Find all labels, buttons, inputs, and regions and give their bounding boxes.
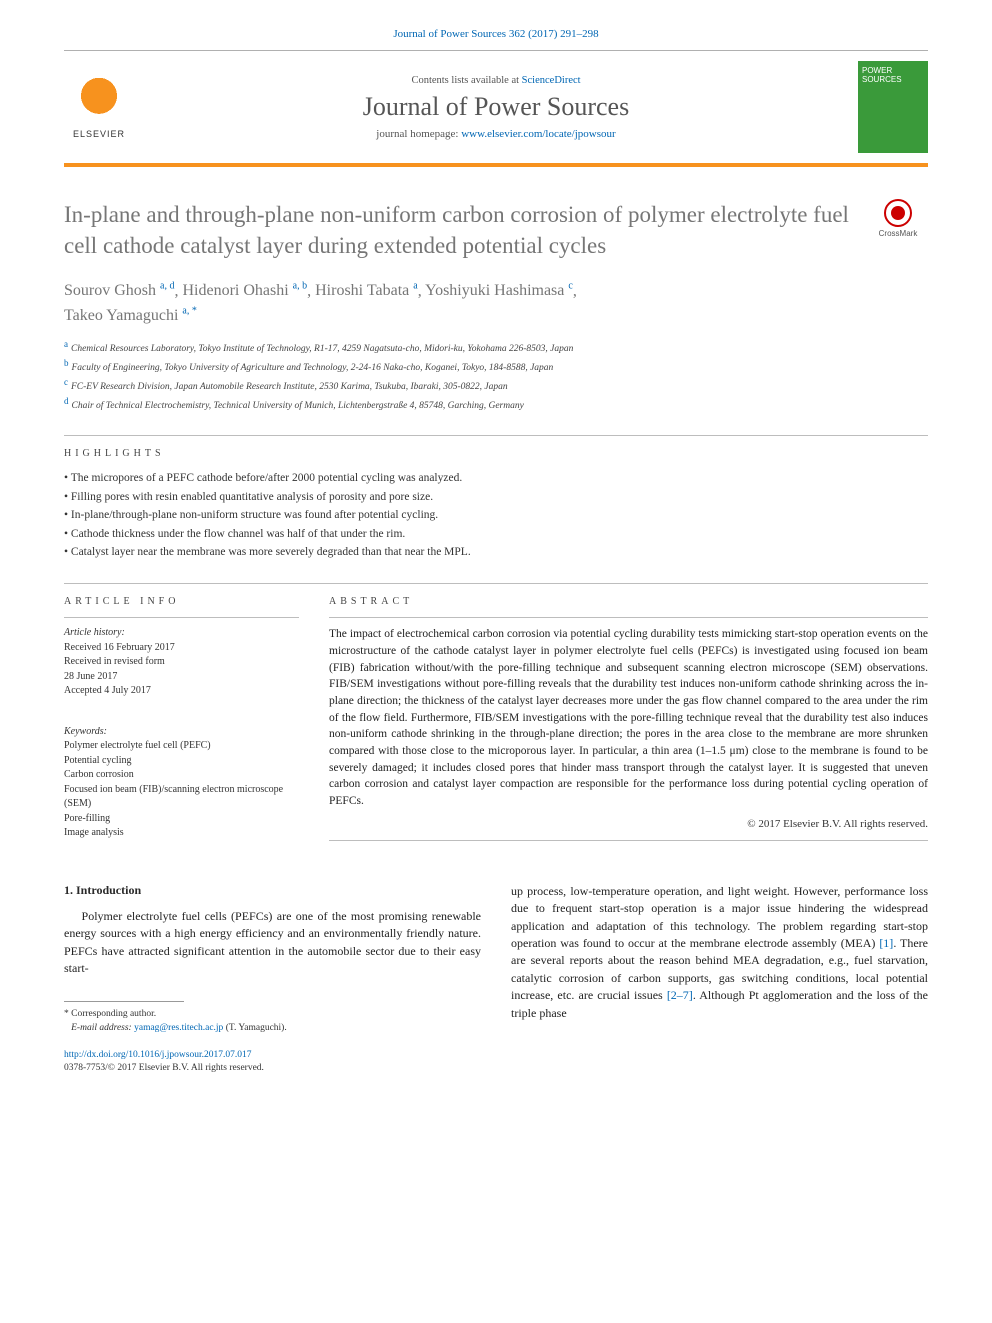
author-affil-sup: a [413, 281, 417, 292]
author-list: Sourov Ghosh a, d, Hidenori Ohashi a, b,… [64, 279, 928, 328]
doi-link[interactable]: http://dx.doi.org/10.1016/j.jpowsour.201… [64, 1050, 251, 1060]
highlights-heading: HIGHLIGHTS [64, 448, 928, 459]
author-name: Hiroshi Tabata [315, 282, 409, 299]
body-text-span: up process, low-temperature operation, a… [511, 884, 928, 950]
abstract-heading: ABSTRACT [329, 596, 928, 607]
corresponding-email[interactable]: yamag@res.titech.ac.jp [134, 1023, 223, 1033]
corresponding-footnote: * Corresponding author. [64, 1008, 481, 1021]
highlights-list: The micropores of a PEFC cathode before/… [64, 469, 928, 561]
affiliation-list: aChemical Resources Laboratory, Tokyo In… [64, 338, 928, 414]
email-footnote: E-mail address: yamag@res.titech.ac.jp (… [64, 1022, 481, 1035]
author: Hiroshi Tabata a [315, 282, 418, 299]
history-label: Article history: [64, 626, 299, 641]
journal-name: Journal of Power Sources [150, 92, 842, 122]
citation-ref[interactable]: [1] [879, 936, 893, 950]
contents-line: Contents lists available at ScienceDirec… [150, 75, 842, 86]
divider [64, 435, 928, 436]
affil-text: FC-EV Research Division, Japan Automobil… [71, 382, 508, 392]
article-info-column: ARTICLE INFO Article history: Received 1… [64, 596, 299, 841]
highlight-item: In-plane/through-plane non-uniform struc… [64, 506, 928, 524]
affil-text: Chair of Technical Electrochemistry, Tec… [72, 401, 524, 411]
author-affil-sup: a, * [182, 305, 196, 316]
abstract-copyright: © 2017 Elsevier B.V. All rights reserved… [329, 818, 928, 830]
author-name: Sourov Ghosh [64, 282, 156, 299]
body-paragraph: Polymer electrolyte fuel cells (PEFCs) a… [64, 908, 481, 978]
article-title: In-plane and through-plane non-uniform c… [64, 199, 852, 261]
history-line: Accepted 4 July 2017 [64, 684, 299, 699]
footer-block: http://dx.doi.org/10.1016/j.jpowsour.201… [64, 1049, 928, 1076]
divider [329, 840, 928, 841]
divider [64, 583, 928, 584]
homepage-url[interactable]: www.elsevier.com/locate/jpowsour [461, 128, 615, 140]
email-label: E-mail address: [71, 1023, 134, 1033]
author: Yoshiyuki Hashimasa c [425, 282, 573, 299]
homepage-line: journal homepage: www.elsevier.com/locat… [150, 128, 842, 140]
abstract-text: The impact of electrochemical carbon cor… [329, 626, 928, 809]
citation-ref[interactable]: [2–7] [667, 988, 693, 1002]
crossmark-icon [884, 199, 912, 227]
footnote-separator [64, 1001, 184, 1002]
top-citation: Journal of Power Sources 362 (2017) 291–… [64, 28, 928, 40]
highlight-item: Cathode thickness under the flow channel… [64, 525, 928, 543]
sciencedirect-link[interactable]: ScienceDirect [522, 75, 581, 86]
abstract-column: ABSTRACT The impact of electrochemical c… [329, 596, 928, 841]
elsevier-tree-icon [73, 75, 125, 127]
body-paragraph: up process, low-temperature operation, a… [511, 883, 928, 1022]
elsevier-logo: ELSEVIER [64, 61, 134, 153]
keyword: Focused ion beam (FIB)/scanning electron… [64, 783, 299, 812]
affil-label: c [64, 377, 68, 387]
email-suffix: (T. Yamaguchi). [223, 1023, 286, 1033]
body-column-right: up process, low-temperature operation, a… [511, 883, 928, 1035]
contents-prefix: Contents lists available at [411, 75, 521, 86]
homepage-prefix: journal homepage: [376, 128, 461, 140]
journal-banner: ELSEVIER Contents lists available at Sci… [64, 50, 928, 167]
article-info-heading: ARTICLE INFO [64, 596, 299, 607]
highlight-item: Catalyst layer near the membrane was mor… [64, 543, 928, 561]
author-name: Takeo Yamaguchi [64, 307, 178, 324]
section-heading: 1. Introduction [64, 883, 481, 898]
banner-center: Contents lists available at ScienceDirec… [150, 61, 842, 153]
highlight-item: Filling pores with resin enabled quantit… [64, 488, 928, 506]
body-text-span: Polymer electrolyte fuel cells (PEFCs) a… [64, 909, 481, 975]
author: Hidenori Ohashi a, b [182, 282, 307, 299]
affiliation: dChair of Technical Electrochemistry, Te… [64, 395, 928, 414]
divider [64, 617, 299, 618]
history-line: 28 June 2017 [64, 670, 299, 685]
body-columns: 1. Introduction Polymer electrolyte fuel… [64, 883, 928, 1035]
history-line: Received 16 February 2017 [64, 641, 299, 656]
author-name: Yoshiyuki Hashimasa [425, 282, 564, 299]
affil-label: a [64, 339, 68, 349]
author: Takeo Yamaguchi a, * [64, 307, 197, 324]
author-affil-sup: a, d [160, 281, 174, 292]
affil-text: Faculty of Engineering, Tokyo University… [72, 363, 554, 373]
affil-label: d [64, 396, 69, 406]
author-name: Hidenori Ohashi [182, 282, 288, 299]
keyword: Potential cycling [64, 754, 299, 769]
elsevier-wordmark: ELSEVIER [73, 129, 125, 139]
affiliation: bFaculty of Engineering, Tokyo Universit… [64, 357, 928, 376]
affiliation: aChemical Resources Laboratory, Tokyo In… [64, 338, 928, 357]
article-history: Article history: Received 16 February 20… [64, 626, 299, 699]
affil-text: Chemical Resources Laboratory, Tokyo Ins… [71, 344, 573, 354]
keyword: Polymer electrolyte fuel cell (PEFC) [64, 739, 299, 754]
affiliation: cFC-EV Research Division, Japan Automobi… [64, 376, 928, 395]
keywords-block: Keywords: Polymer electrolyte fuel cell … [64, 725, 299, 841]
author: Sourov Ghosh a, d [64, 282, 174, 299]
crossmark-badge[interactable]: CrossMark [868, 199, 928, 238]
author-affil-sup: a, b [293, 281, 307, 292]
cover-line2: SOURCES [862, 76, 924, 85]
author-affil-sup: c [568, 281, 572, 292]
divider [329, 617, 928, 618]
crossmark-label: CrossMark [879, 229, 918, 238]
journal-cover: POWER SOURCES [858, 61, 928, 153]
keyword: Pore-filling [64, 812, 299, 827]
highlight-item: The micropores of a PEFC cathode before/… [64, 469, 928, 487]
affil-label: b [64, 358, 69, 368]
issn-copyright: 0378-7753/© 2017 Elsevier B.V. All right… [64, 1062, 928, 1075]
keyword: Carbon corrosion [64, 768, 299, 783]
body-column-left: 1. Introduction Polymer electrolyte fuel… [64, 883, 481, 1035]
keywords-label: Keywords: [64, 725, 299, 740]
keyword: Image analysis [64, 826, 299, 841]
history-line: Received in revised form [64, 655, 299, 670]
